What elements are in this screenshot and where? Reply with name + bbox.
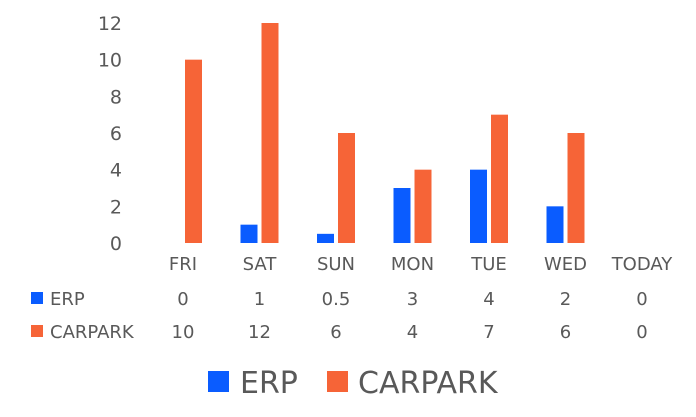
bar-carpark-fri [185,59,202,243]
table-cell: 6 [330,322,341,343]
bar-erp-sun [317,233,334,243]
category-label: SAT [243,254,278,275]
category-label: FRI [169,254,197,275]
table-cell: 0.5 [322,289,351,310]
table-cell: 10 [172,322,195,343]
table-legend-key-carpark [31,325,43,337]
legend-label-erp: ERP [240,366,298,401]
bar-carpark-mon [414,169,432,243]
bar-erp-wed [546,206,564,243]
table-cell: 3 [407,289,418,310]
table-row-label: CARPARK [50,322,135,343]
data-table: ERP 0 1 0.5 3 4 2 0 CARPARK 10 12 6 4 7 6 0 [31,289,648,343]
bar-carpark-tue [491,114,508,244]
bar-carpark-wed [567,133,585,243]
bar-carpark-sun [338,133,355,243]
y-tick-label: 12 [98,13,122,35]
y-axis: 0 2 4 6 8 10 12 [98,13,122,255]
y-tick-label: 10 [98,50,122,72]
bars [185,23,585,244]
bar-erp-tue [470,169,487,243]
table-cell: 12 [248,322,271,343]
legend-swatch-carpark [327,371,348,392]
table-cell: 0 [177,289,188,310]
table-cell: 6 [560,322,571,343]
table-cell: 0 [636,322,647,343]
table-cell: 0 [636,289,647,310]
bar-carpark-sat [261,23,279,243]
table-cell: 2 [560,289,571,310]
bar-erp-sat [240,224,258,243]
category-label: MON [391,254,434,275]
table-legend-key-erp [31,292,43,304]
y-tick-label: 2 [110,196,122,218]
table-cell: 4 [483,289,494,310]
table-cell: 4 [407,322,418,343]
bar-erp-mon [393,188,411,243]
table-cell: 7 [483,322,494,343]
table-row-label: ERP [50,289,85,310]
category-label: WED [544,254,587,275]
table-cell: 1 [254,289,265,310]
legend: ERP CARPARK [208,366,499,401]
y-tick-label: 6 [110,123,122,145]
category-axis: FRI SAT SUN MON TUE WED TODAY [169,254,673,275]
legend-label-carpark: CARPARK [358,366,499,401]
legend-swatch-erp [208,371,229,392]
category-label: TUE [470,254,507,275]
category-label: SUN [317,254,355,275]
category-label: TODAY [611,254,674,275]
y-tick-label: 8 [110,86,122,108]
y-tick-label: 4 [110,160,122,182]
y-tick-label: 0 [110,233,122,255]
